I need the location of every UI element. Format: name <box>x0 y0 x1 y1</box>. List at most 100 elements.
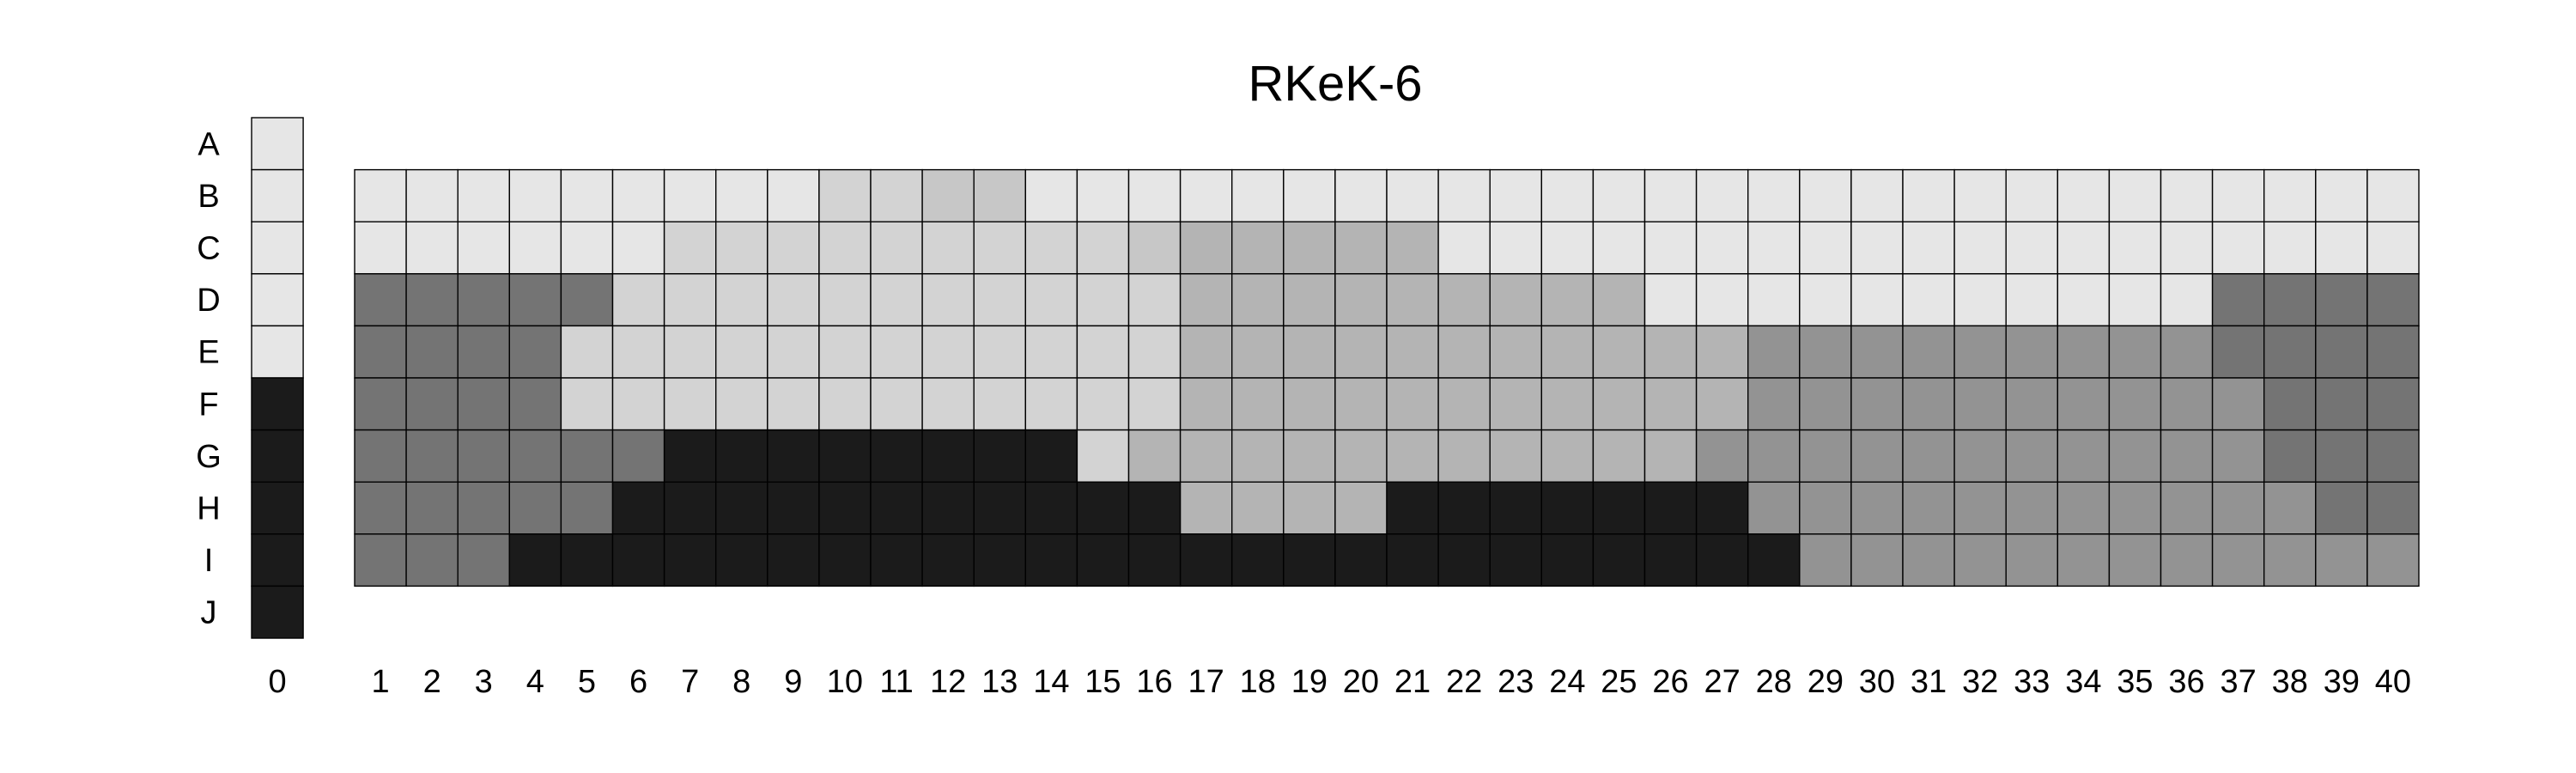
heat-cell-g-25 <box>1592 429 1646 483</box>
column-label-28: 28 <box>1756 664 1792 700</box>
column-label-24: 24 <box>1549 664 1585 700</box>
heat-cell-h-38 <box>2263 481 2317 535</box>
heat-cell-g-38 <box>2263 429 2317 483</box>
heat-cell-b-12 <box>921 168 975 222</box>
heat-cell-d-17 <box>1179 273 1233 327</box>
column-label-29: 29 <box>1807 664 1844 700</box>
heat-cell-d-18 <box>1230 273 1285 327</box>
heat-cell-f-30 <box>1850 377 1904 431</box>
heat-cell-d-28 <box>1747 273 1801 327</box>
heat-cell-c-7 <box>663 221 717 275</box>
heat-cell-b-8 <box>715 168 769 222</box>
column-label-15: 15 <box>1084 664 1121 700</box>
column-label-30: 30 <box>1859 664 1895 700</box>
row-label-h: H <box>197 491 220 527</box>
heat-cell-f-13 <box>973 377 1026 431</box>
legend-cell-f <box>251 377 304 431</box>
heat-cell-f-1 <box>354 377 407 431</box>
heat-cell-g-4 <box>508 429 562 483</box>
heat-cell-c-30 <box>1850 221 1904 275</box>
heat-cell-h-40 <box>2366 481 2420 535</box>
heat-cell-d-12 <box>921 273 975 327</box>
heat-cell-i-3 <box>457 533 511 587</box>
heat-cell-h-37 <box>2211 481 2265 535</box>
heat-cell-d-26 <box>1643 273 1698 327</box>
heat-cell-b-29 <box>1799 168 1852 222</box>
heat-cell-i-15 <box>1076 533 1130 587</box>
heat-cell-d-22 <box>1437 273 1491 327</box>
heat-cell-h-15 <box>1076 481 1130 535</box>
heat-cell-d-20 <box>1334 273 1388 327</box>
heat-cell-e-13 <box>973 325 1026 379</box>
heat-cell-g-32 <box>1953 429 2007 483</box>
heat-cell-c-17 <box>1179 221 1233 275</box>
heat-cell-g-5 <box>560 429 614 483</box>
heat-cell-c-26 <box>1643 221 1698 275</box>
heat-cell-h-29 <box>1799 481 1852 535</box>
heat-cell-i-25 <box>1592 533 1646 587</box>
heat-cell-i-37 <box>2211 533 2265 587</box>
heat-cell-i-16 <box>1127 533 1182 587</box>
column-label-20: 20 <box>1343 664 1379 700</box>
heat-cell-g-18 <box>1230 429 1285 483</box>
heat-cell-g-36 <box>2160 429 2214 483</box>
heat-cell-f-40 <box>2366 377 2420 431</box>
heat-cell-e-27 <box>1695 325 1749 379</box>
heat-cell-g-23 <box>1489 429 1542 483</box>
heat-cell-h-4 <box>508 481 562 535</box>
column-label-38: 38 <box>2272 664 2308 700</box>
heat-cell-b-17 <box>1179 168 1233 222</box>
heat-cell-c-37 <box>2211 221 2265 275</box>
heat-cell-i-27 <box>1695 533 1749 587</box>
heat-cell-d-3 <box>457 273 511 327</box>
heat-cell-c-16 <box>1127 221 1182 275</box>
row-label-i: I <box>204 543 214 579</box>
heat-cell-i-23 <box>1489 533 1542 587</box>
heat-cell-c-31 <box>1902 221 1955 275</box>
heat-cell-e-23 <box>1489 325 1542 379</box>
heat-cell-b-21 <box>1386 168 1439 222</box>
heat-cell-b-10 <box>818 168 872 222</box>
heat-cell-d-13 <box>973 273 1026 327</box>
row-label-e: E <box>197 335 219 371</box>
column-label-6: 6 <box>629 664 647 700</box>
heat-cell-f-26 <box>1643 377 1698 431</box>
row-label-f: F <box>198 386 218 423</box>
heat-cell-c-4 <box>508 221 562 275</box>
column-label-22: 22 <box>1446 664 1482 700</box>
heat-cell-g-6 <box>611 429 665 483</box>
heat-cell-f-22 <box>1437 377 1491 431</box>
heat-cell-e-28 <box>1747 325 1801 379</box>
heat-cell-b-26 <box>1643 168 1698 222</box>
heat-cell-d-32 <box>1953 273 2007 327</box>
heat-cell-d-27 <box>1695 273 1749 327</box>
column-label-34: 34 <box>2065 664 2101 700</box>
column-label-16: 16 <box>1136 664 1172 700</box>
heat-cell-e-4 <box>508 325 562 379</box>
heat-cell-c-2 <box>405 221 459 275</box>
row-label-b: B <box>197 179 219 215</box>
heat-cell-b-3 <box>457 168 511 222</box>
heat-cell-i-4 <box>508 533 562 587</box>
heat-cell-f-10 <box>818 377 872 431</box>
heat-cell-b-22 <box>1437 168 1491 222</box>
heat-cell-i-29 <box>1799 533 1852 587</box>
row-label-g: G <box>196 439 222 475</box>
heat-cell-h-1 <box>354 481 407 535</box>
column-label-21: 21 <box>1394 664 1431 700</box>
heat-cell-f-6 <box>611 377 665 431</box>
legend-cell-g <box>251 429 304 483</box>
heat-cell-h-9 <box>767 481 820 535</box>
column-tick-labels: 0 1 2 3 4 5 6 7 8 9 10 11 12 13 14 15 16 17 18 19 20 21 22 23 24… <box>268 664 2411 700</box>
heat-cell-c-15 <box>1076 221 1130 275</box>
column-label-39: 39 <box>2324 664 2360 700</box>
heat-cell-i-14 <box>1024 533 1078 587</box>
heat-cell-d-14 <box>1024 273 1078 327</box>
heat-cell-b-32 <box>1953 168 2007 222</box>
heat-cell-g-21 <box>1386 429 1439 483</box>
heat-cell-g-13 <box>973 429 1026 483</box>
chart-title: RKeK-6 <box>1248 56 1422 112</box>
heat-cell-d-16 <box>1127 273 1182 327</box>
heat-cell-h-25 <box>1592 481 1646 535</box>
